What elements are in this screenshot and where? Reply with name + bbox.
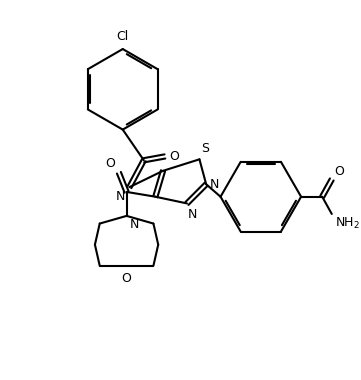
Text: N: N [188, 208, 197, 221]
Text: O: O [122, 271, 131, 285]
Text: O: O [169, 150, 179, 163]
Text: O: O [105, 157, 115, 170]
Text: N: N [210, 178, 219, 191]
Text: NH$_2$: NH$_2$ [335, 216, 360, 231]
Text: O: O [335, 165, 344, 177]
Text: N: N [130, 218, 139, 231]
Text: S: S [201, 141, 209, 155]
Text: N: N [115, 190, 125, 203]
Text: Cl: Cl [117, 30, 129, 43]
